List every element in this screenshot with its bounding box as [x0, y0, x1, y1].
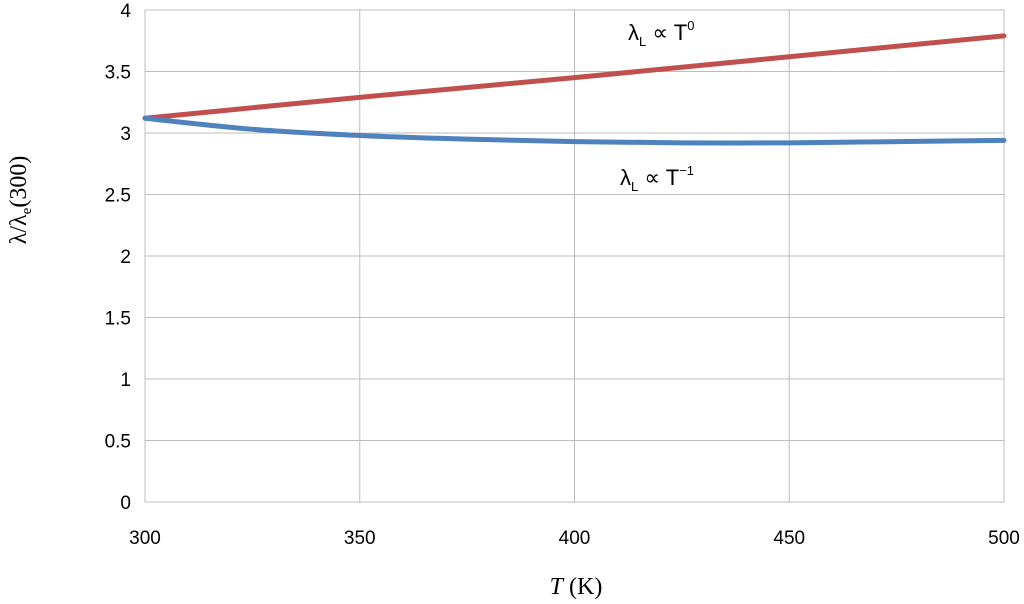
- series-line-2: [142, 115, 1007, 146]
- x-tick-label: 300: [129, 528, 161, 549]
- series-layer: [142, 33, 1007, 146]
- series-line-1: [142, 33, 1007, 121]
- y-tick-label: 3: [120, 124, 131, 145]
- y-tick-label: 4: [120, 1, 131, 22]
- y-tick-label: 2.5: [105, 186, 131, 207]
- annotation-t-minus-1: λL ∝ T−1: [620, 163, 694, 194]
- y-tick-labels: 0 0.5 1 1.5 2 2.5 3 3.5 4: [105, 1, 132, 514]
- grid-lines: [144, 9, 1005, 503]
- x-tick-label: 400: [559, 528, 591, 549]
- annotation-t0: λL ∝ T0: [628, 18, 694, 49]
- y-tick-label: 1.5: [105, 309, 131, 330]
- y-tick-label: 3.5: [105, 63, 131, 84]
- y-tick-label: 2: [120, 247, 131, 268]
- y-tick-label: 1: [120, 370, 131, 391]
- y-tick-label: 0.5: [105, 432, 131, 453]
- y-axis-title: λ/λe(300): [6, 156, 35, 245]
- x-axis-title: T (K): [550, 574, 603, 600]
- x-tick-label: 350: [344, 528, 376, 549]
- x-tick-label: 450: [773, 528, 805, 549]
- y-tick-label: 0: [120, 493, 131, 514]
- plot-frame: [144, 9, 1005, 503]
- x-tick-labels: 300 350 400 450 500: [129, 528, 1020, 549]
- x-tick-label: 500: [988, 528, 1020, 549]
